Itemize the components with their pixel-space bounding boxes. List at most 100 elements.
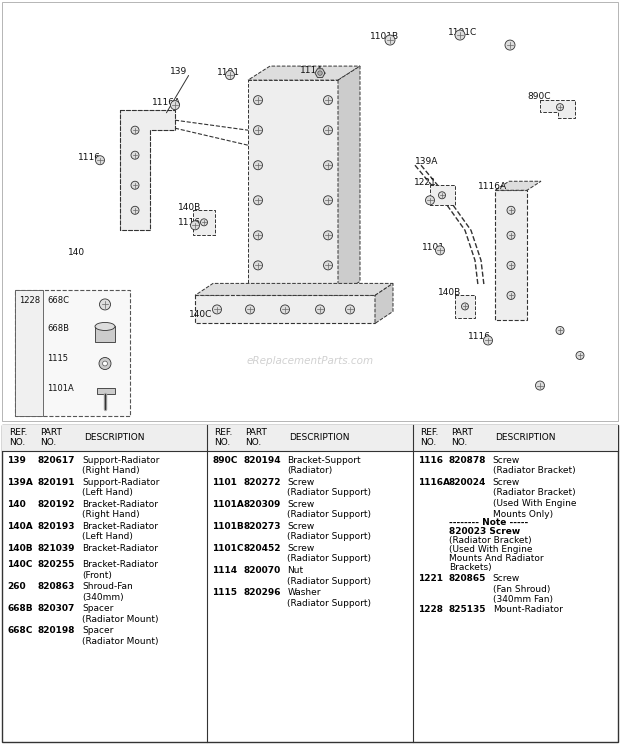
Text: eReplacementParts.com: eReplacementParts.com — [246, 356, 374, 365]
Circle shape — [324, 231, 332, 240]
Text: Mounts And Radiator: Mounts And Radiator — [449, 554, 543, 562]
Circle shape — [254, 261, 262, 270]
Text: Bracket-Radiator: Bracket-Radiator — [82, 544, 158, 553]
Text: (Used With Engine: (Used With Engine — [449, 545, 532, 554]
Text: DESCRIPTION: DESCRIPTION — [84, 433, 144, 442]
Circle shape — [324, 161, 332, 170]
Circle shape — [226, 71, 234, 80]
Text: Mount-Radiator: Mount-Radiator — [493, 605, 562, 614]
Text: 1114: 1114 — [212, 565, 237, 575]
Text: Bracket-Radiator
(Front): Bracket-Radiator (Front) — [82, 559, 158, 580]
Circle shape — [324, 261, 332, 270]
Circle shape — [254, 126, 262, 135]
Text: 820296: 820296 — [243, 588, 281, 597]
Text: 1116: 1116 — [178, 218, 201, 228]
Circle shape — [254, 231, 262, 240]
Circle shape — [213, 305, 221, 314]
Text: DESCRIPTION: DESCRIPTION — [290, 433, 350, 442]
Text: REF.
NO.: REF. NO. — [215, 428, 232, 447]
Text: 820024: 820024 — [449, 478, 486, 487]
Circle shape — [507, 206, 515, 214]
Text: 820191: 820191 — [38, 478, 76, 487]
Circle shape — [576, 351, 584, 359]
Polygon shape — [495, 182, 541, 190]
Circle shape — [324, 126, 332, 135]
Text: 140B: 140B — [178, 203, 202, 212]
Text: Shroud-Fan
(340mm): Shroud-Fan (340mm) — [82, 582, 133, 602]
Text: 820255: 820255 — [38, 559, 76, 568]
Text: PART
NO.: PART NO. — [246, 428, 267, 447]
Circle shape — [536, 381, 544, 390]
Text: 1116A: 1116A — [152, 98, 181, 107]
Text: Washer
(Radiator Support): Washer (Radiator Support) — [287, 588, 371, 608]
Circle shape — [170, 100, 180, 109]
Polygon shape — [338, 66, 360, 295]
Text: 820452: 820452 — [243, 544, 281, 553]
Text: 1115: 1115 — [212, 588, 237, 597]
Text: 140C: 140C — [189, 310, 213, 319]
Circle shape — [99, 358, 111, 370]
Circle shape — [102, 361, 107, 366]
Text: DESCRIPTION: DESCRIPTION — [495, 433, 555, 442]
Bar — [2, 425, 618, 451]
Text: 820617: 820617 — [38, 455, 76, 465]
Text: 139: 139 — [7, 455, 26, 465]
Text: 825135: 825135 — [449, 605, 486, 614]
Text: 820865: 820865 — [449, 574, 486, 583]
Text: 820309: 820309 — [243, 500, 281, 509]
Text: 820192: 820192 — [38, 500, 76, 509]
Text: 1101: 1101 — [212, 478, 237, 487]
Circle shape — [190, 221, 200, 230]
Text: 668B: 668B — [7, 604, 33, 613]
Polygon shape — [193, 211, 215, 235]
Circle shape — [507, 261, 515, 269]
Circle shape — [131, 206, 139, 214]
Text: REF.
NO.: REF. NO. — [9, 428, 27, 447]
Text: 890C: 890C — [527, 92, 551, 101]
Circle shape — [461, 303, 469, 310]
Text: 139A: 139A — [7, 478, 33, 487]
Text: (Radiator Bracket): (Radiator Bracket) — [449, 536, 531, 545]
Text: 820307: 820307 — [38, 604, 76, 613]
Circle shape — [556, 327, 564, 335]
Circle shape — [455, 30, 465, 40]
Polygon shape — [540, 100, 575, 118]
Circle shape — [317, 71, 322, 75]
Circle shape — [385, 35, 395, 45]
Text: 1116: 1116 — [78, 153, 101, 162]
Text: 820193: 820193 — [38, 522, 76, 530]
Text: 139: 139 — [170, 67, 187, 76]
Text: Screw
(Radiator Bracket)
(Used With Engine
Mounts Only): Screw (Radiator Bracket) (Used With Engi… — [493, 478, 576, 519]
Text: -------- Note -----: -------- Note ----- — [449, 518, 528, 527]
Circle shape — [131, 126, 139, 134]
Text: Brackets): Brackets) — [449, 562, 491, 572]
Polygon shape — [248, 66, 360, 80]
Text: 1101B: 1101B — [212, 522, 244, 530]
Circle shape — [246, 305, 254, 314]
Circle shape — [425, 196, 435, 205]
Text: 820272: 820272 — [243, 478, 281, 487]
Circle shape — [324, 96, 332, 105]
Text: Bracket-Radiator
(Left Hand): Bracket-Radiator (Left Hand) — [82, 522, 158, 542]
Bar — [248, 80, 338, 295]
Circle shape — [95, 155, 105, 164]
Text: 140: 140 — [7, 500, 26, 509]
Text: 820273: 820273 — [243, 522, 281, 530]
Text: 140A: 140A — [7, 522, 33, 530]
Circle shape — [345, 305, 355, 314]
Text: 1116A: 1116A — [418, 478, 450, 487]
Polygon shape — [315, 68, 325, 77]
Circle shape — [507, 231, 515, 240]
Bar — [195, 295, 375, 324]
Text: 668B: 668B — [47, 324, 69, 333]
Text: 139A: 139A — [415, 157, 438, 166]
Text: 1101: 1101 — [422, 243, 445, 252]
Text: 820070: 820070 — [243, 565, 281, 575]
Polygon shape — [495, 190, 527, 321]
Text: PART
NO.: PART NO. — [40, 428, 62, 447]
Text: 1101A: 1101A — [212, 500, 244, 509]
Circle shape — [200, 219, 208, 226]
Polygon shape — [195, 283, 393, 295]
Circle shape — [557, 103, 564, 111]
Text: 1228: 1228 — [19, 296, 40, 306]
